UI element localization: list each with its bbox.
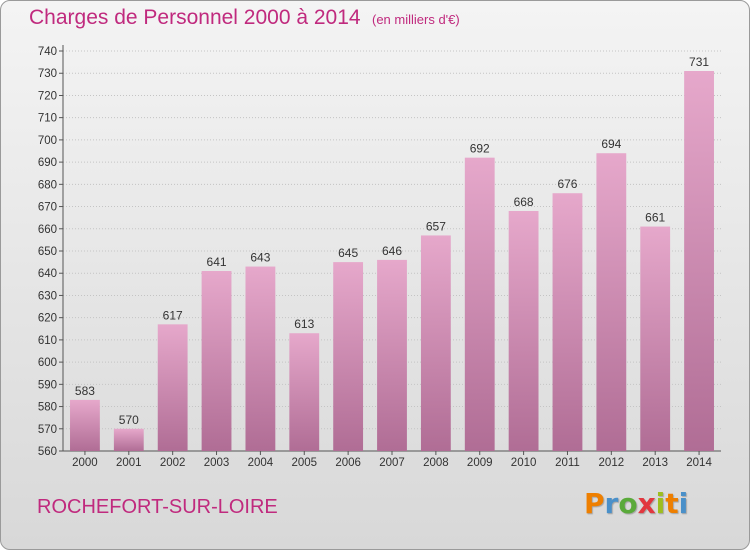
data-label: 613 bbox=[294, 317, 314, 331]
y-tick-label: 630 bbox=[38, 290, 57, 302]
y-tick-label: 670 bbox=[38, 202, 57, 214]
value-labels: 583 570 617 641 643 613 645 646 657 692 668 676 694 6… bbox=[75, 55, 709, 427]
commune-name: ROCHEFORT-SUR-LOIRE bbox=[37, 496, 278, 518]
y-tick-label: 570 bbox=[38, 424, 57, 436]
x-tick-label: 2013 bbox=[642, 457, 668, 469]
y-tick-label: 720 bbox=[38, 90, 57, 102]
y-tick-label: 660 bbox=[38, 224, 57, 236]
data-label: 657 bbox=[426, 219, 446, 233]
bar-2009 bbox=[464, 157, 495, 451]
bar-2005 bbox=[289, 333, 320, 451]
x-tick-label: 2006 bbox=[335, 457, 361, 469]
data-label: 617 bbox=[163, 308, 183, 322]
data-label: 583 bbox=[75, 384, 95, 398]
y-tick-label: 710 bbox=[38, 113, 57, 125]
page-subtitle: (en milliers d'€) bbox=[372, 12, 460, 27]
bar-2014 bbox=[684, 71, 714, 451]
x-tick-label: 2011 bbox=[555, 457, 580, 469]
y-tick-label: 560 bbox=[38, 446, 57, 458]
data-label: 645 bbox=[338, 246, 358, 260]
axes: 560 570 580 590 600 610 620 630 640 650 660 670 680 6… bbox=[38, 45, 721, 469]
x-tick-label: 2007 bbox=[379, 457, 405, 469]
y-tick-label: 600 bbox=[38, 357, 57, 369]
data-label: 641 bbox=[207, 255, 227, 269]
bar-2012 bbox=[596, 153, 627, 451]
x-tick-label: 2001 bbox=[116, 457, 142, 469]
y-tick-label: 700 bbox=[38, 135, 57, 147]
bar-2003 bbox=[201, 271, 232, 451]
proxiti-logo: Proxiti bbox=[584, 487, 688, 527]
data-label: 661 bbox=[645, 211, 665, 225]
bar-2013 bbox=[640, 226, 671, 451]
brand-letter: i bbox=[655, 487, 666, 520]
x-tick-label: 2008 bbox=[423, 457, 449, 469]
x-tick-label: 2012 bbox=[599, 457, 625, 469]
y-tick-label: 730 bbox=[38, 68, 57, 80]
x-tick-label: 2009 bbox=[467, 457, 493, 469]
y-tick-label: 580 bbox=[38, 402, 57, 414]
x-tick-label: 2000 bbox=[72, 457, 98, 469]
bars bbox=[70, 71, 714, 451]
bar-2006 bbox=[333, 262, 364, 451]
y-tick-label: 620 bbox=[38, 313, 57, 325]
brand-letter: t bbox=[665, 487, 679, 520]
bar-2010 bbox=[508, 211, 539, 451]
data-label: 731 bbox=[689, 55, 709, 69]
y-tick-label: 680 bbox=[38, 179, 57, 191]
data-label: 694 bbox=[601, 137, 621, 151]
y-tick-label: 690 bbox=[38, 157, 57, 169]
y-tick-label: 590 bbox=[38, 379, 57, 391]
brand-letter: x bbox=[637, 487, 656, 520]
y-tick-label: 610 bbox=[38, 335, 57, 347]
x-tick-label: 2005 bbox=[291, 457, 317, 469]
bar-2000 bbox=[70, 399, 100, 451]
x-tick-label: 2014 bbox=[686, 457, 712, 469]
y-tick-label: 640 bbox=[38, 268, 57, 280]
bar-2001 bbox=[113, 428, 144, 451]
bar-2011 bbox=[552, 193, 583, 451]
x-tick-label: 2004 bbox=[248, 457, 274, 469]
data-label: 643 bbox=[250, 251, 270, 265]
brand-letter: o bbox=[618, 487, 638, 520]
brand-letter: r bbox=[604, 487, 619, 520]
brand-letter: P bbox=[584, 487, 605, 520]
x-tick-label: 2010 bbox=[511, 457, 537, 469]
bar-2008 bbox=[420, 235, 451, 451]
data-label: 668 bbox=[514, 195, 534, 209]
data-label: 646 bbox=[382, 244, 402, 258]
data-label: 570 bbox=[119, 413, 139, 427]
bar-2004 bbox=[245, 266, 276, 451]
brand-letter: i bbox=[678, 487, 689, 520]
bar-2002 bbox=[157, 324, 188, 451]
y-tick-label: 650 bbox=[38, 246, 57, 258]
y-tick-label: 740 bbox=[38, 46, 57, 58]
bar-2007 bbox=[377, 259, 407, 451]
x-tick-label: 2002 bbox=[160, 457, 186, 469]
data-label: 692 bbox=[470, 142, 490, 156]
x-tick-label: 2003 bbox=[204, 457, 230, 469]
data-label: 676 bbox=[557, 177, 577, 191]
page-title: Charges de Personnel 2000 à 2014 bbox=[29, 6, 361, 29]
